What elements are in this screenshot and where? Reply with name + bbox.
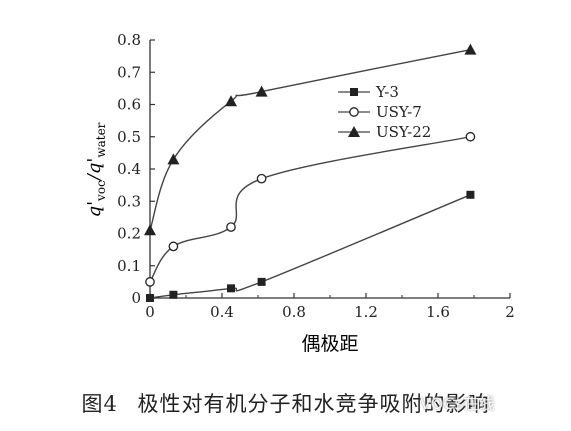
legend: Y-3 USY-7 USY-22	[338, 83, 431, 141]
series-line-usy-22	[149, 48, 471, 231]
series-line-y-3	[149, 194, 471, 299]
y-tick-label: 0	[131, 289, 141, 307]
figure-caption: 图4 极性对有机分子和水竞争吸附的影响	[0, 388, 571, 418]
data-point-usy-22	[225, 95, 237, 107]
watermark: VOCs在线	[420, 394, 495, 413]
x-axis-label: 偶极距	[301, 333, 358, 355]
data-point-usy-22	[464, 43, 477, 55]
legend-label: USY-7	[376, 103, 422, 121]
series-curves	[149, 48, 471, 299]
data-point-y-3	[146, 294, 154, 302]
y-axis-label-main: q'	[84, 201, 105, 217]
data-point-usy-22	[255, 85, 268, 97]
y-tick-label: 0.5	[117, 128, 141, 146]
legend-marker	[348, 126, 360, 137]
x-tick-label: 1.6	[426, 303, 450, 321]
data-point-y-3	[257, 277, 266, 286]
x-tick-label: 0.8	[282, 303, 306, 321]
series-markers	[144, 43, 477, 302]
figure-caption-text: 极性对有机分子和水竞争吸附的影响	[137, 392, 490, 416]
y-axis-label-water: water	[94, 122, 108, 157]
chart: 0 0.4 0.8 1.2 1.6 200.10.20.30.40.50.60.70.8 …	[84, 31, 515, 355]
y-tick-label: 0.7	[117, 63, 141, 81]
data-point-usy-7	[465, 131, 476, 142]
data-point-y-3	[227, 284, 235, 293]
x-tick-label: 0.4	[210, 303, 234, 321]
y-axis-label-voc: voc	[94, 180, 108, 202]
x-tick-label: 1.2	[354, 303, 378, 321]
y-tick-label: 0.8	[117, 31, 141, 49]
data-point-usy-7	[168, 241, 179, 252]
y-tick-label: 0.1	[117, 257, 141, 275]
y-tick-label: 0.2	[117, 225, 141, 243]
axes: 0 0.4 0.8 1.2 1.6 2 0 0.1 0.2 0.3 0.4 0.5 0.6 0.7 0.8	[117, 31, 515, 321]
y-tick-label: 0.6	[117, 96, 141, 114]
x-tick-label: 2	[505, 303, 515, 321]
data-point-usy-22	[167, 153, 180, 165]
data-point-usy-7	[145, 277, 155, 287]
x-tick-label: 0	[145, 303, 155, 321]
legend-marker	[349, 107, 359, 117]
data-point-usy-7	[226, 222, 236, 232]
series-line-usy-7	[149, 136, 471, 283]
y-tick-label: 0.4	[117, 160, 141, 178]
data-point-usy-7	[256, 173, 267, 184]
data-point-y-3	[466, 190, 475, 199]
y-axis-label-sep: /q'	[84, 158, 105, 183]
figure-label: 图4	[81, 392, 118, 416]
legend-label: USY-22	[376, 123, 431, 141]
data-point-y-3	[169, 290, 178, 299]
svg-text:q'voc/q'water: q'voc/q'water	[84, 122, 108, 217]
legend-label: Y-3	[375, 83, 399, 101]
y-axis-label: q'voc/q'water	[84, 122, 108, 217]
data-point-usy-22	[144, 224, 156, 236]
y-tick-label: 0.3	[117, 192, 141, 210]
legend-marker	[350, 88, 358, 96]
